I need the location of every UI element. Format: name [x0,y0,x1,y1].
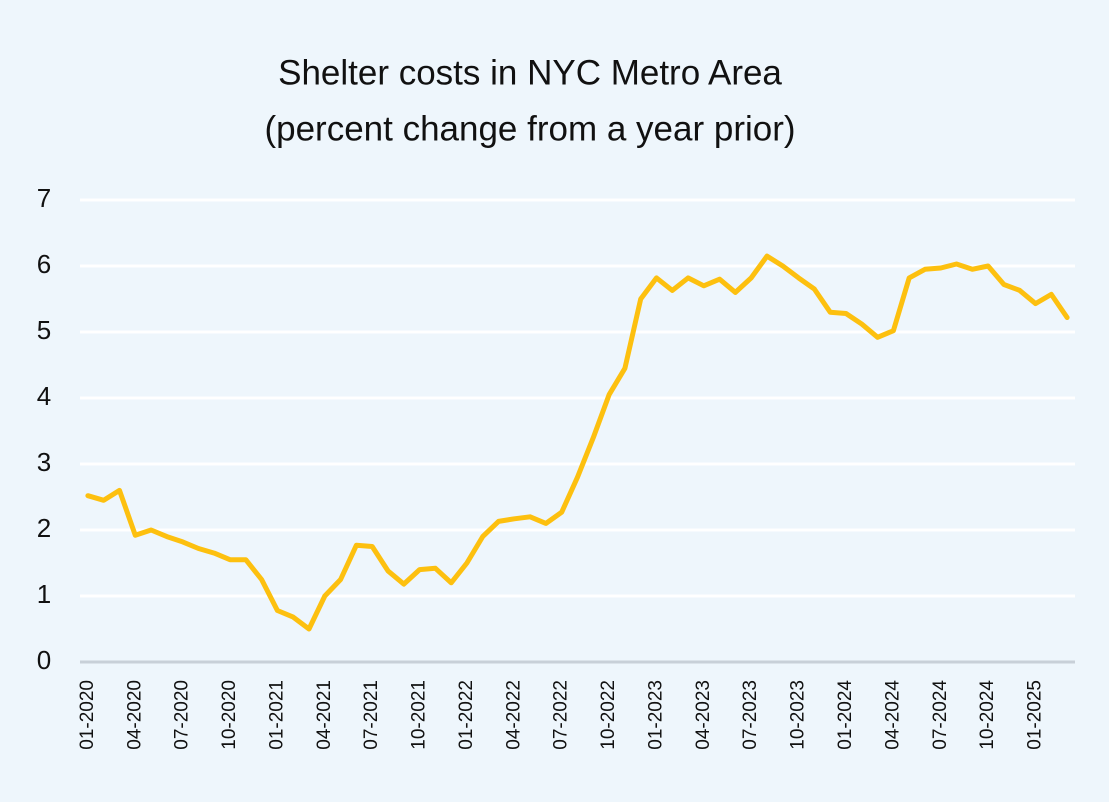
x-tick-label: 04-2022 [503,680,524,750]
x-tick-label: 10-2024 [977,680,998,750]
y-tick-label: 4 [37,381,51,411]
x-tick-label: 10-2023 [788,680,809,750]
chart-title: Shelter costs in NYC Metro Area [278,53,782,92]
x-tick-label: 07-2024 [930,680,951,750]
y-tick-label: 5 [37,315,51,345]
x-tick-label: 10-2021 [409,680,430,750]
x-tick-label: 04-2024 [882,680,903,750]
x-tick-label: 10-2020 [219,680,240,750]
x-tick-label: 01-2023 [645,680,666,750]
x-tick-label: 01-2020 [77,680,98,750]
x-tick-label: 07-2020 [172,680,193,750]
chart-subtitle: (percent change from a year prior) [264,109,795,148]
x-tick-label: 04-2021 [314,680,335,750]
x-tick-label: 01-2021 [266,680,287,750]
x-tick-label: 07-2023 [740,680,761,750]
x-tick-label: 04-2020 [124,680,145,750]
y-tick-label: 3 [37,447,51,477]
x-tick-label: 01-2022 [456,680,477,750]
x-tick-label: 01-2024 [835,680,856,750]
line-series [85,253,1070,632]
y-tick-label: 7 [37,183,51,213]
x-tick-label: 07-2022 [551,680,572,750]
y-tick-label: 0 [37,645,51,675]
x-tick-label: 04-2023 [693,680,714,750]
y-tick-label: 1 [37,579,51,609]
x-tick-label: 10-2022 [598,680,619,750]
x-tick-label: 07-2021 [361,680,382,750]
y-tick-label: 2 [37,513,51,543]
y-tick-label: 6 [37,249,51,279]
x-tick-label: 01-2025 [1025,680,1046,750]
